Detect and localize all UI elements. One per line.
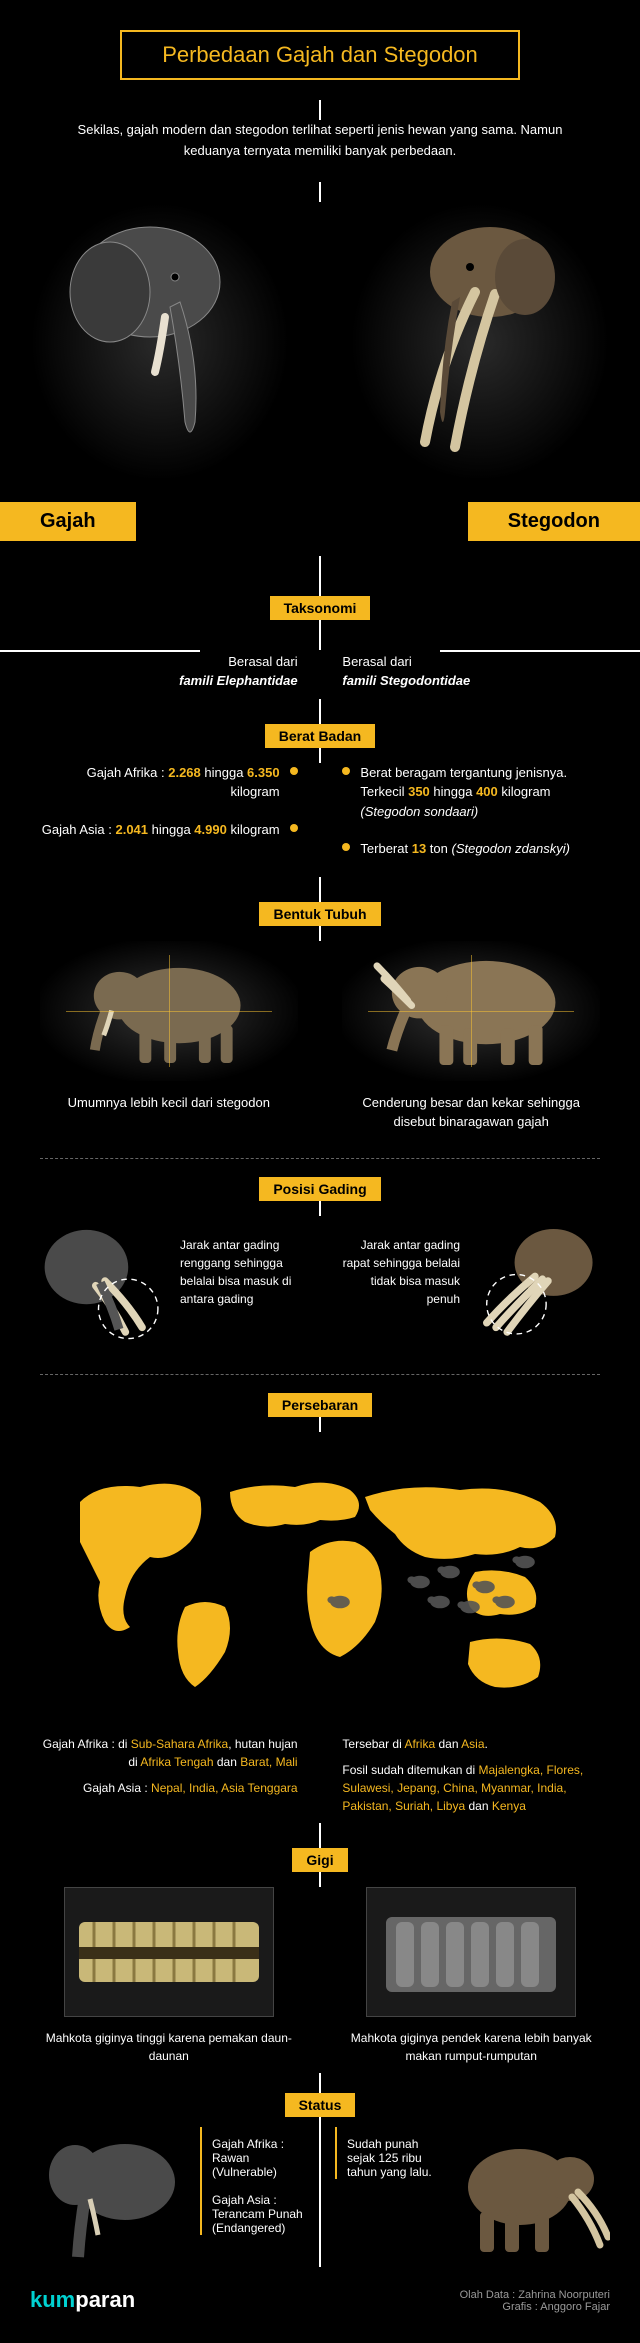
gajah-teeth-image [64, 1887, 274, 2017]
world-map [0, 1432, 640, 1735]
logo: kumparan [30, 2287, 135, 2313]
connector-line [319, 699, 321, 724]
stegodon-tusk-image [470, 1216, 600, 1346]
section-taksonomi: Taksonomi [270, 596, 371, 620]
section-tubuh: Bentuk Tubuh [259, 902, 380, 926]
tubuh-content: Umumnya lebih kecil dari stegodon Cender… [0, 941, 640, 1140]
persebaran-content: Gajah Afrika : di Sub-Sahara Afrika, hut… [0, 1735, 640, 1823]
berat-right-1: Terberat 13 ton (Stegodon zdanskyi) [360, 839, 570, 859]
berat-right-0: Berat beragam tergantung jenisnya. Terke… [360, 763, 600, 822]
taksonomi-left-pre: Berasal dari [228, 654, 297, 669]
stegodon-label: Stegodon [468, 502, 640, 541]
gigi-right-text: Mahkota giginya pendek karena lebih bany… [342, 2029, 600, 2065]
persebaran-right-0: Tersebar di Afrika dan Asia. [342, 1735, 600, 1753]
title-box: Perbedaan Gajah dan Stegodon [120, 30, 520, 80]
connector-line [319, 2117, 321, 2127]
taksonomi-right-fam: famili Stegodontidae [342, 673, 470, 688]
connector-line [319, 1201, 321, 1216]
stegodon-teeth-image [366, 1887, 576, 2017]
status-right: Sudah punah sejak 125 ribu tahun yang la… [347, 2137, 440, 2179]
divider [40, 1158, 600, 1159]
section-gading: Posisi Gading [259, 1177, 380, 1201]
persebaran-right-1: Fosil sudah ditemukan di Majalengka, Flo… [342, 1761, 600, 1815]
persebaran-left-0: Gajah Afrika : di Sub-Sahara Afrika, hut… [40, 1735, 298, 1771]
taksonomi-left-fam: famili Elephantidae [179, 673, 297, 688]
status-content: Gajah Afrika :Rawan (Vulnerable) Gajah A… [0, 2127, 640, 2267]
connector-line [319, 100, 321, 120]
gading-right-text: Jarak antar gading rapat sehingga belala… [342, 1216, 460, 1308]
taksonomi-content: Berasal dari famili Elephantidae Berasal… [0, 652, 640, 699]
status-divider [319, 2127, 321, 2267]
berat-left-1: Gajah Asia : 2.041 hingga 4.990 kilogram [42, 820, 280, 840]
status-left-0: Gajah Afrika :Rawan (Vulnerable) [212, 2137, 305, 2179]
intro-text: Sekilas, gajah modern dan stegodon terli… [70, 120, 570, 162]
stegodon-status-image [450, 2127, 610, 2267]
tubuh-left-text: Umumnya lebih kecil dari stegodon [40, 1093, 298, 1113]
credit-data: Olah Data : Zahrina Noorputeri [460, 2289, 610, 2301]
connector-line [319, 1417, 321, 1432]
gajah-body-image [40, 941, 298, 1081]
gajah-label: Gajah [0, 502, 136, 541]
section-status: Status [285, 2093, 356, 2117]
section-persebaran: Persebaran [268, 1393, 372, 1417]
connector-line [319, 2073, 321, 2093]
status-left-1: Gajah Asia :Terancam Punah (Endangered) [212, 2193, 305, 2235]
stegodon-hero-image [350, 202, 610, 482]
connector-line [319, 748, 321, 763]
connector-line [319, 926, 321, 941]
berat-left-0: Gajah Afrika : 2.268 hingga 6.350 kilogr… [40, 763, 280, 802]
persebaran-left-1: Gajah Asia : Nepal, India, Asia Tenggara [40, 1779, 298, 1797]
footer: kumparan Olah Data : Zahrina Noorputeri … [0, 2267, 640, 2323]
tubuh-right-text: Cenderung besar dan kekar sehingga diseb… [342, 1093, 600, 1132]
gigi-content: Mahkota giginya tinggi karena pemakan da… [0, 1887, 640, 2073]
connector-line [319, 1872, 321, 1887]
gajah-status-image [30, 2127, 190, 2267]
divider [40, 1374, 600, 1375]
gajah-hero-image [30, 202, 290, 482]
connector-line [319, 556, 321, 596]
gading-content: Jarak antar gading renggang sehingga bel… [0, 1216, 640, 1356]
berat-content: Gajah Afrika : 2.268 hingga 6.350 kilogr… [0, 763, 640, 877]
species-labels: Gajah Stegodon [0, 502, 640, 541]
section-berat: Berat Badan [265, 724, 375, 748]
page-title: Perbedaan Gajah dan Stegodon [140, 42, 500, 68]
connector-line [319, 1823, 321, 1848]
gajah-tusk-image [40, 1216, 170, 1346]
hero-images [0, 202, 640, 482]
credit-gfx: Grafis : Anggoro Fajar [460, 2301, 610, 2313]
section-gigi: Gigi [292, 1848, 347, 1872]
gading-left-text: Jarak antar gading renggang sehingga bel… [180, 1216, 298, 1308]
connector-line [319, 182, 321, 202]
stegodon-body-image [342, 941, 600, 1081]
connector-line [319, 877, 321, 902]
taksonomi-right-pre: Berasal dari [342, 654, 411, 669]
gigi-left-text: Mahkota giginya tinggi karena pemakan da… [40, 2029, 298, 2065]
